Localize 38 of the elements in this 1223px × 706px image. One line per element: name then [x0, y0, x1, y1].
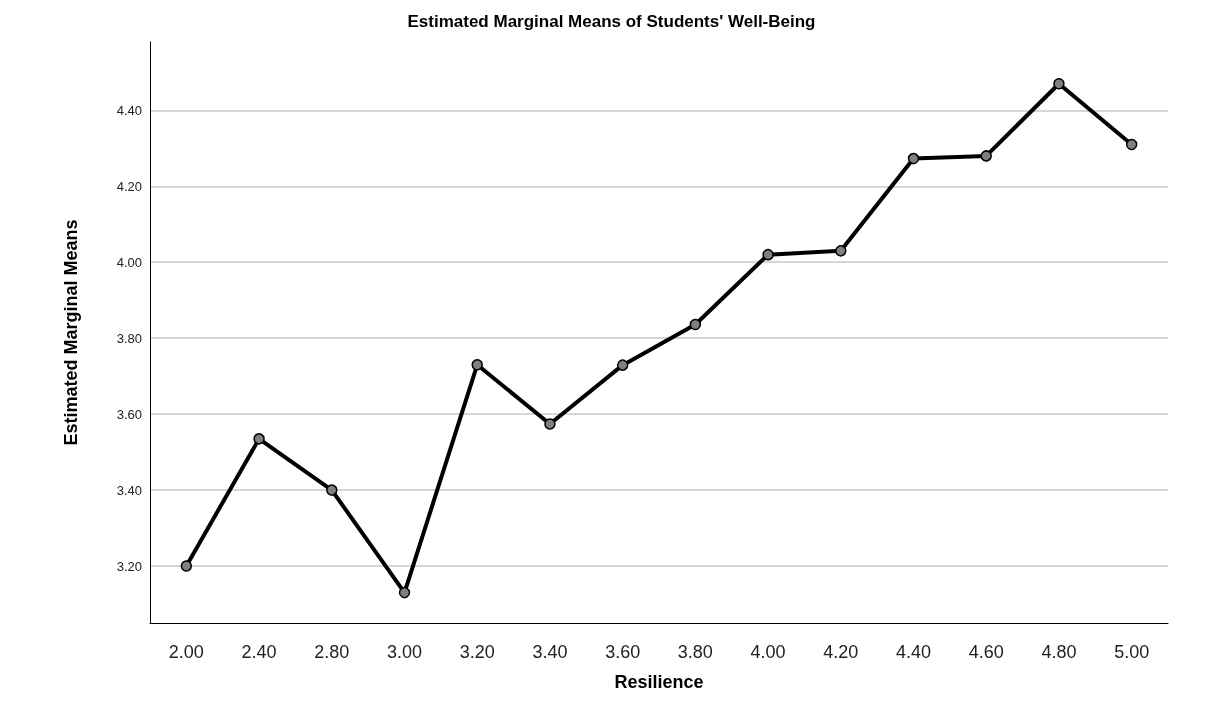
x-tick-label: 4.20 — [823, 642, 859, 662]
point — [762, 248, 774, 261]
y-tick-label: 4.40 — [116, 102, 142, 118]
point — [616, 359, 629, 371]
x-tick-label: 4.00 — [750, 642, 786, 662]
point — [1125, 138, 1138, 151]
x-axis-title: Resilience — [614, 672, 704, 692]
point — [980, 150, 992, 162]
point — [689, 318, 702, 331]
x-tick-label: 3.40 — [532, 642, 568, 662]
y-tick-label: 4.00 — [116, 254, 142, 270]
point — [398, 586, 411, 599]
x-tick-label: 2.80 — [314, 642, 350, 662]
y-tick-label: 3.40 — [116, 482, 142, 498]
point — [835, 245, 847, 257]
point — [253, 433, 265, 445]
x-tick-label: 4.80 — [1041, 642, 1077, 662]
y-tick-label: 3.80 — [116, 330, 142, 346]
x-tick-label: 3.00 — [386, 642, 423, 662]
x-tick-label: 3.20 — [459, 642, 495, 662]
x-tick-label: 3.60 — [605, 642, 641, 662]
y-tick-label: 4.20 — [116, 178, 142, 194]
point — [907, 152, 920, 165]
y-axis-title: Estimated Marginal Means — [61, 219, 81, 446]
point — [1053, 78, 1065, 90]
y-tick-label: 3.60 — [116, 406, 142, 422]
chart-title: Estimated Marginal Means of Students' Well-Being — [407, 12, 816, 31]
y-tick-label: 3.20 — [116, 558, 142, 574]
x-tick-label: 2.00 — [168, 642, 204, 662]
point — [544, 418, 556, 430]
x-tick-label: 2.40 — [241, 642, 277, 662]
point — [471, 359, 483, 371]
point — [326, 484, 338, 496]
x-tick-label: 5.00 — [1114, 642, 1150, 662]
x-tick-label: 4.60 — [968, 642, 1004, 662]
x-tick-label: 3.80 — [677, 642, 713, 662]
x-tick-label: 4.40 — [895, 642, 932, 662]
point — [180, 560, 193, 572]
